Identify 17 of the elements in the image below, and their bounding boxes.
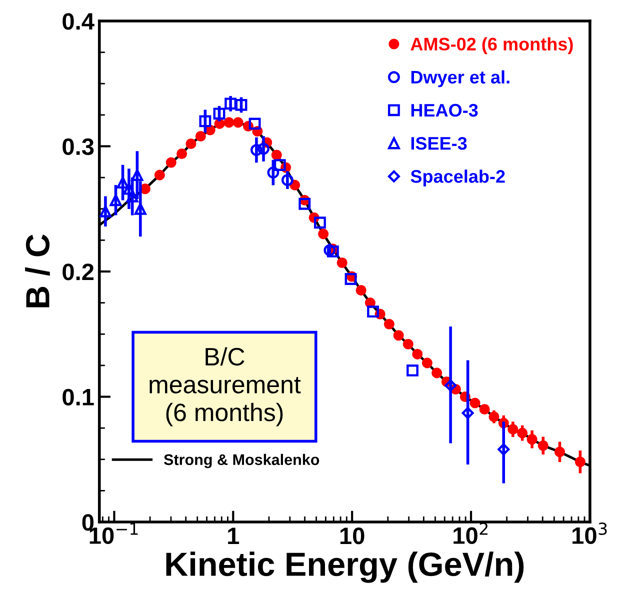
x-tick-label: 10 bbox=[340, 527, 364, 544]
legend-label: Dwyer et al. bbox=[411, 70, 510, 88]
y-tick-label: 0.2 bbox=[62, 264, 94, 280]
annotation: B/C measurement (6 months) bbox=[150, 347, 301, 426]
y-tick-label: 0.1 bbox=[62, 388, 94, 406]
y-axis-title: B / C bbox=[25, 234, 50, 308]
x-tick-label: 10$^{3}$ bbox=[572, 522, 607, 544]
x-tick-label: 10$^{2}$ bbox=[454, 522, 488, 544]
legend-label: HEAO-3 bbox=[411, 104, 478, 117]
x-axis-title: Kinetic Energy (GeV/n) bbox=[166, 552, 524, 583]
y-tick-label: 0.4 bbox=[62, 13, 94, 30]
y-tick-label: 0.3 bbox=[62, 138, 94, 156]
legend-label: AMS-02 (6 months) bbox=[410, 37, 573, 54]
legend-label: Strong & Moskalenko bbox=[164, 454, 320, 468]
legend-label: ISEE-3 bbox=[411, 136, 467, 150]
x-tick-label: 1 bbox=[228, 528, 240, 544]
legend-label: Spacelab-2 bbox=[410, 170, 505, 186]
